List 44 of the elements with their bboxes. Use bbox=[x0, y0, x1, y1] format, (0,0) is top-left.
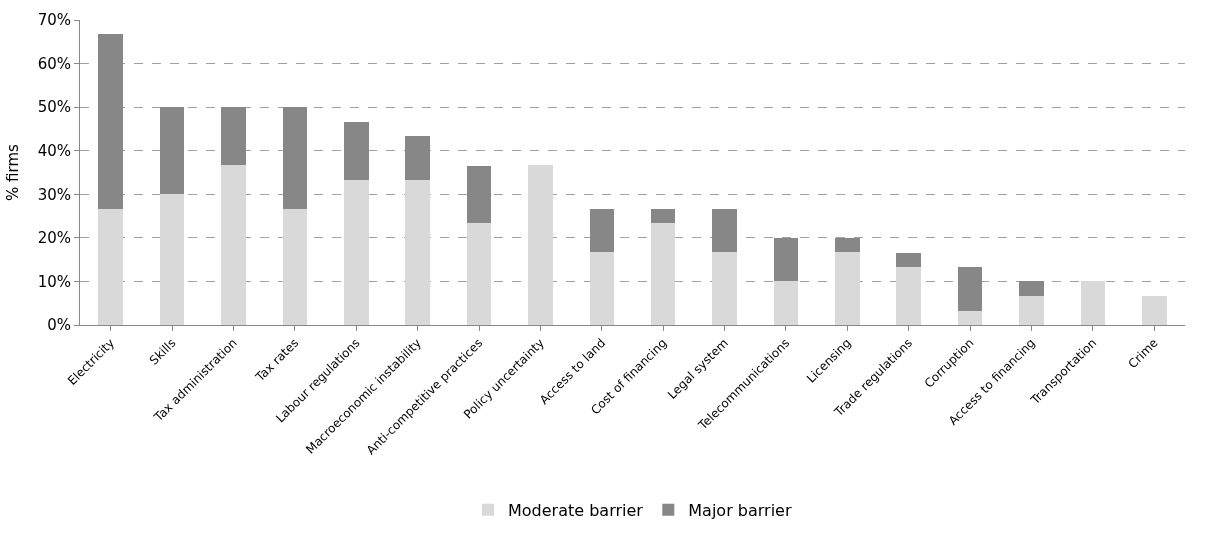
bar bbox=[528, 165, 553, 325]
y-tick-label: 0% bbox=[47, 316, 71, 335]
bar bbox=[98, 208, 123, 325]
bar bbox=[957, 267, 983, 311]
bar bbox=[1080, 281, 1106, 325]
bar bbox=[343, 179, 369, 325]
y-tick-label: 40% bbox=[37, 141, 71, 160]
y-tick-label: 50% bbox=[37, 98, 71, 117]
bar bbox=[98, 34, 123, 209]
bar bbox=[835, 252, 860, 325]
bar bbox=[466, 165, 492, 224]
bar bbox=[712, 208, 737, 253]
bar bbox=[466, 223, 492, 325]
y-axis-title: % firms bbox=[3, 143, 22, 201]
bar bbox=[343, 121, 369, 180]
bar bbox=[1142, 295, 1167, 325]
legend-label: Moderate barrier bbox=[508, 500, 644, 520]
bar bbox=[405, 179, 430, 325]
bar bbox=[650, 209, 676, 224]
bar bbox=[650, 223, 676, 325]
bar bbox=[1019, 295, 1044, 325]
bar bbox=[712, 252, 737, 325]
bar bbox=[957, 310, 983, 325]
bar bbox=[405, 136, 430, 180]
bar bbox=[773, 281, 799, 325]
bar bbox=[896, 252, 922, 268]
y-tick-label: 60% bbox=[37, 54, 71, 73]
y-tick-label: 20% bbox=[37, 229, 71, 248]
bar bbox=[159, 107, 185, 195]
bar bbox=[282, 107, 308, 209]
y-tick-label: 10% bbox=[37, 272, 71, 291]
legend-label: Major barrier bbox=[688, 500, 792, 520]
bar bbox=[589, 252, 615, 325]
bar bbox=[282, 208, 308, 325]
y-tick-label: 70% bbox=[37, 11, 71, 30]
bar bbox=[773, 237, 799, 282]
bar bbox=[1019, 281, 1044, 296]
bar bbox=[896, 267, 922, 325]
bar bbox=[221, 107, 246, 166]
y-tick-label: 30% bbox=[37, 185, 71, 204]
bar bbox=[221, 165, 246, 325]
bar bbox=[159, 194, 185, 325]
bar bbox=[589, 208, 615, 253]
bar bbox=[835, 237, 860, 253]
